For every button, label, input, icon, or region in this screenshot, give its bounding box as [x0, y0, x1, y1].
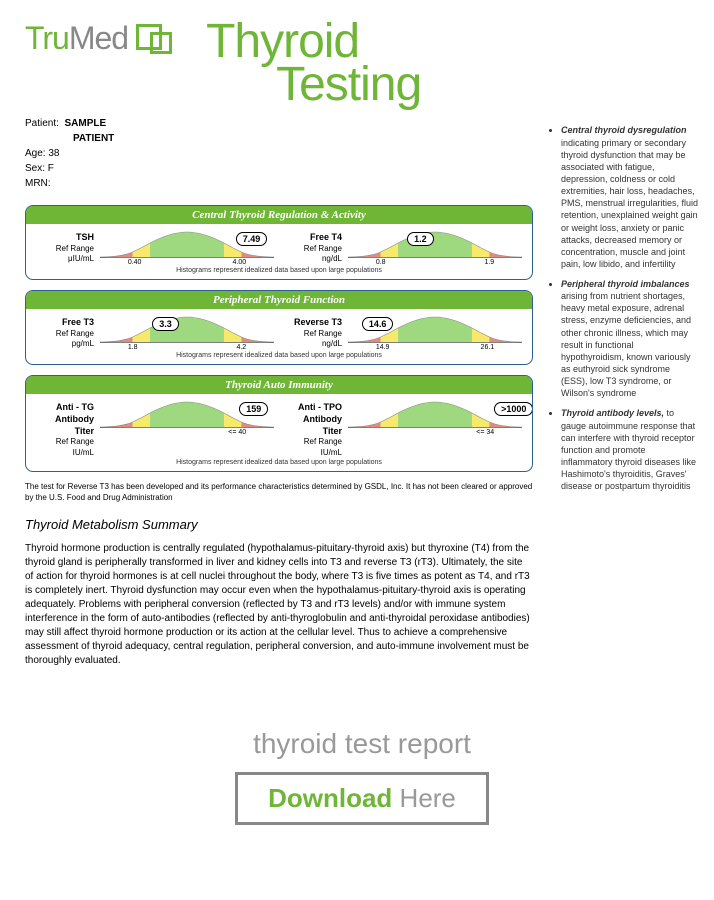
histogram: >1000 <= 34 — [348, 400, 522, 436]
histogram: 159 <= 40 — [100, 400, 274, 436]
download-green: Download — [268, 783, 392, 813]
metric-ref: Ref Range — [284, 329, 342, 339]
metric-unit: ng/dL — [284, 254, 342, 264]
axis-lo: 0.40 — [128, 259, 142, 266]
age-label: Age: — [25, 148, 46, 159]
logo: TruMed — [25, 20, 176, 57]
sidebar-item: Peripheral thyroid imbalances arising fr… — [561, 278, 699, 399]
metric-name: Reverse T3 — [284, 317, 342, 329]
metric-name: Anti - TG Antibody Titer — [36, 402, 94, 437]
metric-name: TSH — [36, 232, 94, 244]
axis-hi: <= 40 — [228, 429, 246, 436]
axis-hi: 26.1 — [481, 344, 495, 351]
sidebar-lead: Peripheral thyroid imbalances — [561, 279, 690, 289]
sidebar-lead: Central thyroid dysregulation — [561, 125, 687, 135]
axis-hi: 4.2 — [236, 344, 246, 351]
metric-ref: Ref Range — [284, 437, 342, 447]
axis-hi: 1.9 — [484, 259, 494, 266]
axis-hi: <= 34 — [476, 429, 494, 436]
axis-hi: 4.00 — [233, 259, 247, 266]
metric-name: Anti - TPO Antibody Titer — [284, 402, 342, 437]
summary-title: Thyroid Metabolism Summary — [25, 517, 533, 532]
section-footnote: Histograms represent idealized data base… — [36, 351, 522, 362]
mrn-label: MRN: — [25, 178, 51, 189]
metric-ref: Ref Range — [36, 244, 94, 254]
metric: Anti - TG Antibody Titer Ref Range IU/mL… — [36, 400, 274, 458]
value-bubble: 159 — [239, 402, 268, 416]
section-header: Thyroid Auto Immunity — [26, 376, 532, 394]
section: Peripheral Thyroid Function Free T3 Ref … — [25, 290, 533, 365]
section: Central Thyroid Regulation & Activity TS… — [25, 205, 533, 280]
sidebar-item: Thyroid antibody levels, to gauge autoim… — [561, 407, 699, 492]
sidebar-item: Central thyroid dysregulation indicating… — [561, 124, 699, 270]
download-grey: Here — [392, 783, 456, 813]
value-bubble: 1.2 — [407, 232, 434, 246]
metric-unit: IU/mL — [284, 448, 342, 458]
download-button[interactable]: Download Here — [235, 772, 489, 825]
value-bubble: 14.6 — [362, 317, 394, 331]
sidebar-text: arising from nutrient shortages, heavy m… — [561, 291, 691, 398]
patient-info: Patient: SAMPLE PATIENT Age: 38 Sex: F M… — [25, 116, 533, 191]
patient-name-1: SAMPLE — [64, 118, 106, 129]
metric-name: Free T3 — [36, 317, 94, 329]
metric: Free T3 Ref Range pg/mL 3.3 1.8 4.2 — [36, 315, 274, 351]
section: Thyroid Auto Immunity Anti - TG Antibody… — [25, 375, 533, 472]
metric-unit: ng/dL — [284, 339, 342, 349]
sidebar-lead: Thyroid antibody levels, — [561, 408, 664, 418]
axis-lo: 0.8 — [376, 259, 386, 266]
histogram: 3.3 1.8 4.2 — [100, 315, 274, 351]
metric: Free T4 Ref Range ng/dL 1.2 0.8 1.9 — [284, 230, 522, 266]
section-header: Peripheral Thyroid Function — [26, 291, 532, 309]
patient-name-2: PATIENT — [73, 133, 114, 144]
value-bubble: 7.49 — [236, 232, 268, 246]
axis-lo: 1.8 — [128, 344, 138, 351]
metric: Reverse T3 Ref Range ng/dL 14.6 14.9 26.… — [284, 315, 522, 351]
sidebar: Central thyroid dysregulation indicating… — [549, 116, 699, 668]
download-title: thyroid test report — [25, 728, 699, 760]
axis-lo: 14.9 — [376, 344, 390, 351]
section-header: Central Thyroid Regulation & Activity — [26, 206, 532, 224]
histogram: 1.2 0.8 1.9 — [348, 230, 522, 266]
age-value: 38 — [48, 148, 59, 159]
value-bubble: 3.3 — [152, 317, 179, 331]
section-footnote: Histograms represent idealized data base… — [36, 458, 522, 469]
metric-ref: Ref Range — [36, 437, 94, 447]
metric-unit: IU/mL — [36, 448, 94, 458]
metric-name: Free T4 — [284, 232, 342, 244]
metric-unit: μIU/mL — [36, 254, 94, 264]
fda-note: The test for Reverse T3 has been develop… — [25, 482, 533, 503]
title-line1: Thyroid — [206, 20, 699, 63]
title-line2: Testing — [206, 63, 699, 106]
patient-label: Patient: — [25, 118, 59, 129]
histogram: 7.49 0.40 4.00 — [100, 230, 274, 266]
metric: Anti - TPO Antibody Titer Ref Range IU/m… — [284, 400, 522, 458]
metric-ref: Ref Range — [36, 329, 94, 339]
histogram: 14.6 14.9 26.1 — [348, 315, 522, 351]
section-footnote: Histograms represent idealized data base… — [36, 266, 522, 277]
metric: TSH Ref Range μIU/mL 7.49 0.40 4.00 — [36, 230, 274, 266]
sex-label: Sex: — [25, 163, 45, 174]
logo-med: Med — [69, 20, 128, 56]
sidebar-text: to gauge autoimmune response that can in… — [561, 408, 696, 491]
value-bubble: >1000 — [494, 402, 533, 416]
page-title: Thyroid Testing — [206, 20, 699, 106]
metric-unit: pg/mL — [36, 339, 94, 349]
metric-ref: Ref Range — [284, 244, 342, 254]
logo-tru: Tru — [25, 20, 69, 56]
logo-icon — [136, 22, 176, 56]
summary-body: Thyroid hormone production is centrally … — [25, 542, 533, 668]
sex-value: F — [48, 163, 54, 174]
sidebar-text: indicating primary or secondary thyroid … — [561, 138, 698, 269]
